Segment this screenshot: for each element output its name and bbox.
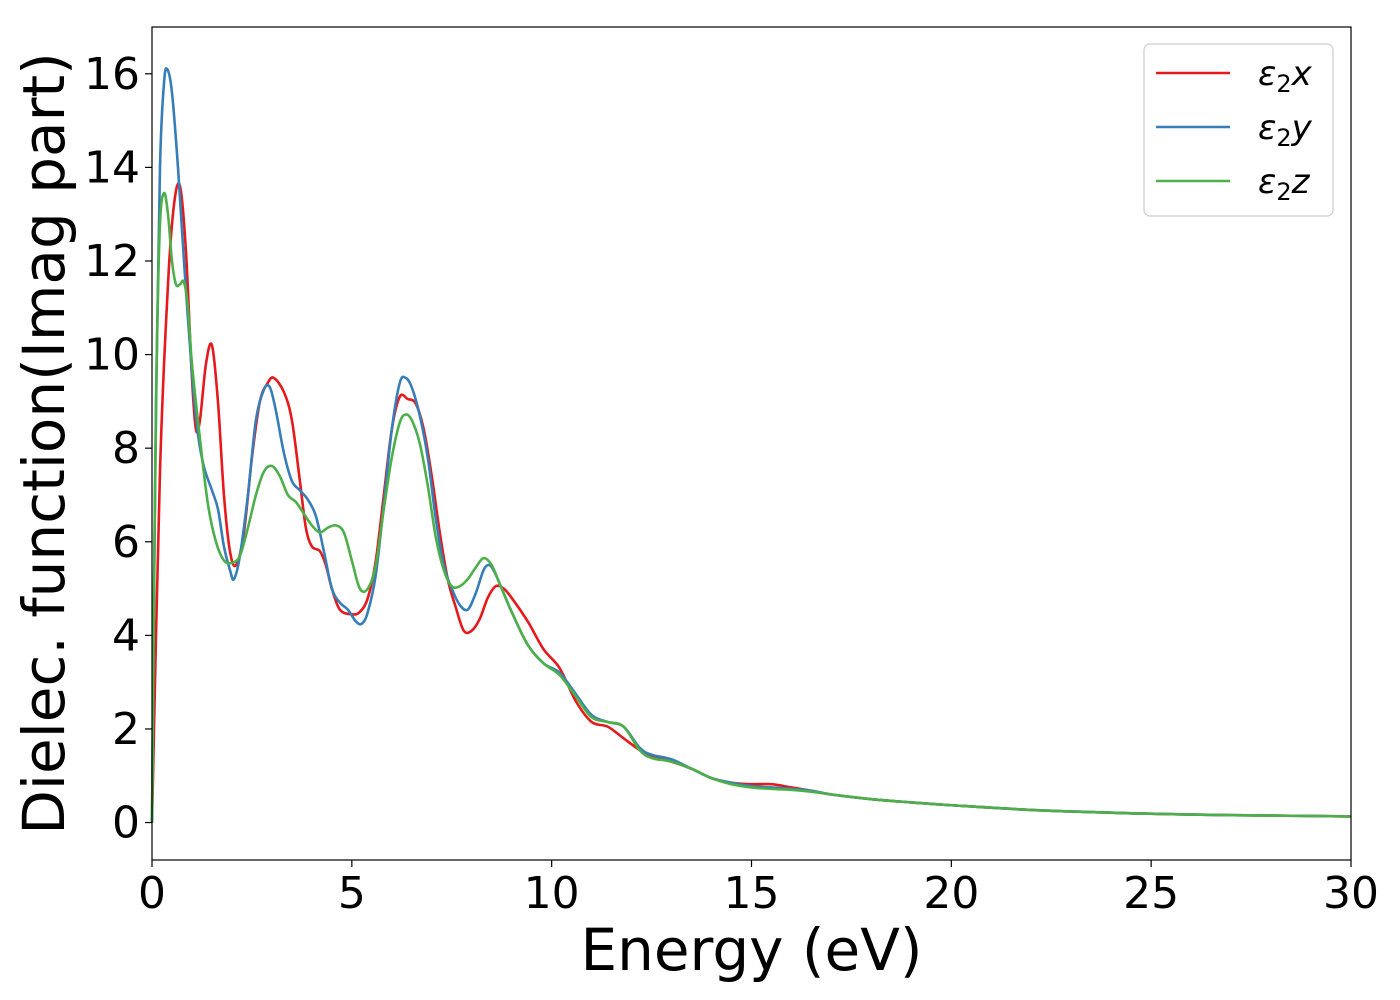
x-tick-label: 30	[1323, 868, 1379, 919]
series-line-y	[150, 67, 1352, 823]
y-tick-label: 16	[84, 49, 140, 100]
series-line-z	[150, 191, 1352, 823]
y-axis-ticks: 0 2 4 6 8 10 12 14 16	[84, 49, 152, 849]
y-tick-label: 10	[84, 330, 140, 381]
y-tick-label: 2	[112, 704, 140, 755]
legend-box	[1143, 43, 1334, 217]
legend-label-x: ε2x	[1258, 54, 1313, 98]
x-tick-label: 20	[923, 868, 979, 919]
legend-label-z: ε2z	[1258, 162, 1311, 206]
x-axis-ticks: 0 5 10 15 20 25 30	[138, 860, 1379, 919]
x-tick-label: 0	[138, 868, 166, 919]
x-tick-label: 25	[1123, 868, 1179, 919]
y-tick-label: 4	[112, 610, 140, 661]
legend: ε2x ε2y ε2z	[1143, 43, 1334, 217]
y-tick-label: 14	[84, 142, 140, 193]
x-tick-label: 5	[338, 868, 366, 919]
x-axis-label: Energy (eV)	[580, 916, 922, 984]
series-layer	[150, 67, 1352, 823]
y-tick-label: 6	[112, 517, 140, 568]
x-tick-label: 15	[724, 868, 780, 919]
y-tick-label: 8	[112, 423, 140, 474]
y-tick-label: 0	[112, 798, 140, 849]
y-tick-label: 12	[84, 236, 140, 287]
y-axis-label: Dielec. function(Imag part)	[10, 52, 78, 835]
legend-label-y: ε2y	[1258, 108, 1313, 152]
x-tick-label: 10	[524, 868, 580, 919]
